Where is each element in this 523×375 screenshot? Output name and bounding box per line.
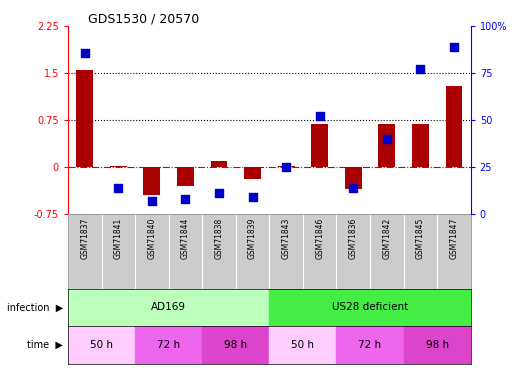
Bar — [269, 326, 336, 364]
Text: 50 h: 50 h — [90, 340, 113, 350]
Text: time  ▶: time ▶ — [27, 340, 63, 350]
Text: GSM71841: GSM71841 — [114, 217, 123, 259]
Point — [383, 136, 391, 142]
Point — [315, 113, 324, 119]
Text: GSM71844: GSM71844 — [181, 217, 190, 259]
Bar — [404, 326, 471, 364]
Bar — [244, 167, 261, 179]
Text: 72 h: 72 h — [358, 340, 382, 350]
Text: GSM71840: GSM71840 — [147, 217, 156, 259]
Point — [450, 44, 458, 50]
Bar — [68, 289, 269, 326]
Text: GSM71845: GSM71845 — [416, 217, 425, 259]
Text: GDS1530 / 20570: GDS1530 / 20570 — [88, 12, 199, 25]
Bar — [68, 326, 135, 364]
Text: AD169: AD169 — [151, 303, 186, 312]
Point — [147, 198, 156, 204]
Bar — [278, 166, 294, 167]
Text: GSM71847: GSM71847 — [449, 217, 459, 259]
Bar — [336, 326, 404, 364]
Point — [81, 50, 89, 55]
Text: infection  ▶: infection ▶ — [6, 303, 63, 312]
Point — [215, 190, 223, 196]
Point — [248, 194, 257, 200]
Bar — [379, 124, 395, 167]
Bar — [76, 70, 93, 167]
Point — [114, 184, 122, 190]
Text: GSM71843: GSM71843 — [281, 217, 291, 259]
Text: GSM71836: GSM71836 — [349, 217, 358, 259]
Point — [349, 184, 357, 190]
Bar — [110, 166, 127, 167]
Text: 98 h: 98 h — [426, 340, 449, 350]
Text: 72 h: 72 h — [157, 340, 180, 350]
Text: 50 h: 50 h — [291, 340, 314, 350]
Bar — [211, 160, 228, 167]
Bar — [135, 326, 202, 364]
Text: GSM71839: GSM71839 — [248, 217, 257, 259]
Point — [416, 66, 425, 72]
Bar — [177, 167, 194, 186]
Bar — [311, 124, 328, 167]
Text: 98 h: 98 h — [224, 340, 247, 350]
Point — [282, 164, 290, 170]
Point — [181, 196, 190, 202]
Bar — [412, 124, 429, 167]
Bar — [202, 326, 269, 364]
Text: GSM71837: GSM71837 — [80, 217, 89, 259]
Bar — [269, 289, 471, 326]
Bar — [143, 167, 160, 195]
Text: GSM71846: GSM71846 — [315, 217, 324, 259]
Bar — [446, 86, 462, 167]
Bar — [345, 167, 361, 189]
Text: GSM71838: GSM71838 — [214, 217, 223, 259]
Text: GSM71842: GSM71842 — [382, 217, 391, 259]
Text: US28 deficient: US28 deficient — [332, 303, 408, 312]
